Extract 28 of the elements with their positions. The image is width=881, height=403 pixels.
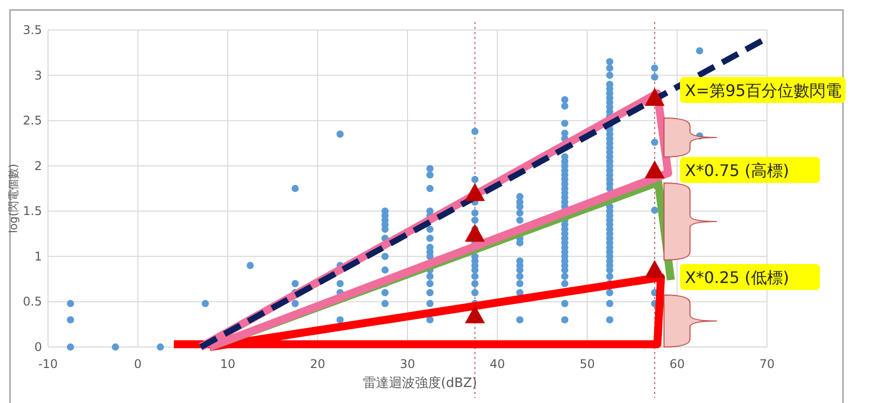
x-tick-label: -10 bbox=[38, 357, 58, 371]
y-axis-title: log(閃電個數) bbox=[7, 164, 20, 234]
x-tick-label: 50 bbox=[580, 357, 595, 371]
point bbox=[464, 224, 485, 242]
x-tick-label: 10 bbox=[220, 357, 236, 371]
point bbox=[644, 88, 665, 106]
y-tick-label: 2 bbox=[34, 158, 42, 173]
x-tick-label: 40 bbox=[490, 357, 506, 371]
point bbox=[644, 160, 665, 178]
y-tick-label: 0 bbox=[34, 340, 42, 354]
x-tick-label: 0 bbox=[134, 357, 142, 371]
y-tick-label: 3 bbox=[34, 68, 42, 82]
x-axis-title: 雷達迴波強度(dBZ) bbox=[362, 375, 478, 391]
point bbox=[464, 305, 485, 324]
point bbox=[464, 183, 485, 202]
point bbox=[644, 260, 665, 278]
x-tick-label: 60 bbox=[669, 357, 685, 371]
x-tick-label: 30 bbox=[400, 357, 416, 371]
y-tick-label: 3.5 bbox=[22, 23, 42, 37]
y-tick-label: 0.5 bbox=[22, 294, 42, 309]
annotation: X*0.25 (低標) bbox=[685, 268, 790, 287]
y-tick-label: 2.5 bbox=[22, 114, 42, 128]
x-tick-label: 70 bbox=[759, 357, 775, 371]
annotation: X*0.75 (高標) bbox=[685, 161, 790, 180]
x-tick-label: 20 bbox=[310, 357, 326, 371]
y-tick-label: 1.5 bbox=[22, 204, 42, 218]
y-tick-label: 1 bbox=[34, 249, 42, 264]
annotation: X=第95百分位數閃電 bbox=[685, 81, 842, 100]
